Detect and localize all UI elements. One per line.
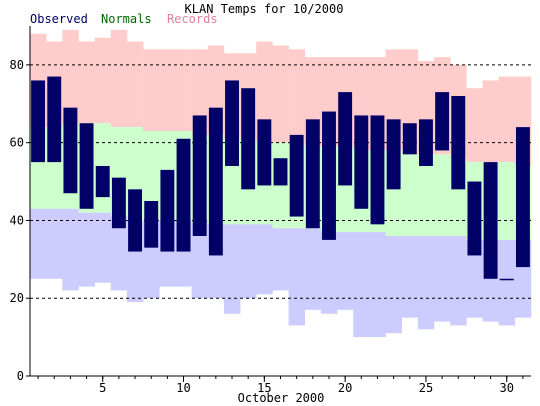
record-low-band xyxy=(191,220,209,299)
observed-bar xyxy=(305,119,320,229)
chart-title: KLAN Temps for 10/2000 xyxy=(185,2,344,16)
record-low-band xyxy=(498,239,516,326)
observed-bar xyxy=(322,111,336,240)
y-tick-label: 80 xyxy=(10,58,24,72)
record-high-band xyxy=(94,37,112,124)
record-high-band xyxy=(159,49,176,132)
record-high-band xyxy=(143,49,160,132)
observed-bar xyxy=(47,76,62,163)
legend-normals: Normals xyxy=(101,12,152,26)
observed-bar xyxy=(111,177,126,229)
y-tick-label: 60 xyxy=(10,136,24,150)
observed-bar xyxy=(208,107,223,256)
observed-bar xyxy=(95,166,110,198)
record-low-band xyxy=(434,236,451,322)
record-low-band xyxy=(272,228,289,291)
x-tick-label: 25 xyxy=(419,381,433,395)
record-high-band xyxy=(466,88,483,163)
observed-bar xyxy=(515,127,530,268)
record-high-band xyxy=(175,49,192,132)
x-axis-title: October 2000 xyxy=(238,391,325,405)
record-high-band xyxy=(110,29,128,128)
legend-records: Records xyxy=(167,12,218,26)
y-tick-label: 40 xyxy=(10,213,24,227)
record-high-band xyxy=(191,49,209,135)
observed-bar xyxy=(386,119,401,190)
observed-bar xyxy=(192,115,207,236)
record-low-band xyxy=(369,232,386,338)
normal-band xyxy=(498,162,516,240)
x-tick-label: 30 xyxy=(500,381,514,395)
normal-band xyxy=(401,154,419,236)
observed-bar xyxy=(419,119,433,166)
record-high-band xyxy=(256,41,273,143)
plot-area: 0 20 40 60 80 5 10 15 20 25 30 xyxy=(10,26,532,395)
observed-bar xyxy=(338,92,353,186)
record-low-band xyxy=(450,236,467,326)
record-low-band xyxy=(110,216,128,291)
y-tick-label: 0 xyxy=(17,369,24,383)
observed-bar xyxy=(241,88,256,190)
record-low-band xyxy=(223,224,241,314)
record-high-band xyxy=(126,41,144,128)
observed-bar xyxy=(402,123,417,155)
legend-observed: Observed xyxy=(30,12,88,26)
normal-band xyxy=(434,154,451,236)
record-low-band xyxy=(240,224,257,299)
x-tick-label: 20 xyxy=(338,381,352,395)
observed-bar xyxy=(257,119,272,186)
observed-bar xyxy=(225,80,239,166)
observed-bar xyxy=(273,158,288,186)
observed-bar xyxy=(467,181,482,256)
record-low-band xyxy=(288,228,306,326)
observed-bar xyxy=(176,138,191,252)
record-low-band xyxy=(417,236,435,330)
record-low-band xyxy=(304,228,322,310)
x-tick-label: 5 xyxy=(99,381,106,395)
observed-bar xyxy=(160,169,175,252)
observed-bar xyxy=(499,278,514,281)
observed-bar xyxy=(483,162,498,279)
observed-bar xyxy=(79,123,94,209)
record-low-band xyxy=(401,236,419,318)
observed-bar xyxy=(31,80,46,163)
record-high-band xyxy=(288,49,306,143)
record-low-band xyxy=(46,208,63,279)
normal-band xyxy=(417,154,435,236)
observed-bar xyxy=(435,92,450,151)
x-tick-label: 15 xyxy=(257,381,271,395)
observed-bar xyxy=(289,134,304,217)
normal-band xyxy=(143,131,160,221)
record-low-band xyxy=(320,232,338,314)
y-tick-label: 20 xyxy=(10,291,24,305)
observed-bar xyxy=(144,201,159,248)
observed-bar xyxy=(63,107,78,194)
record-high-band xyxy=(498,76,516,163)
record-high-band xyxy=(482,80,499,163)
record-low-band xyxy=(353,232,370,338)
observed-bar xyxy=(370,115,385,225)
x-tick-label: 10 xyxy=(176,381,190,395)
observed-bar xyxy=(128,189,142,252)
record-high-band xyxy=(78,41,95,124)
record-low-band xyxy=(78,212,95,287)
record-low-band xyxy=(337,232,354,310)
record-low-band xyxy=(30,208,47,279)
record-low-band xyxy=(94,212,112,283)
record-low-band xyxy=(256,224,273,295)
record-low-band xyxy=(385,236,403,334)
record-low-band xyxy=(62,208,79,291)
record-high-band xyxy=(62,29,79,124)
observed-bar xyxy=(354,115,369,209)
observed-bar xyxy=(451,96,466,190)
record-high-band xyxy=(272,45,289,143)
